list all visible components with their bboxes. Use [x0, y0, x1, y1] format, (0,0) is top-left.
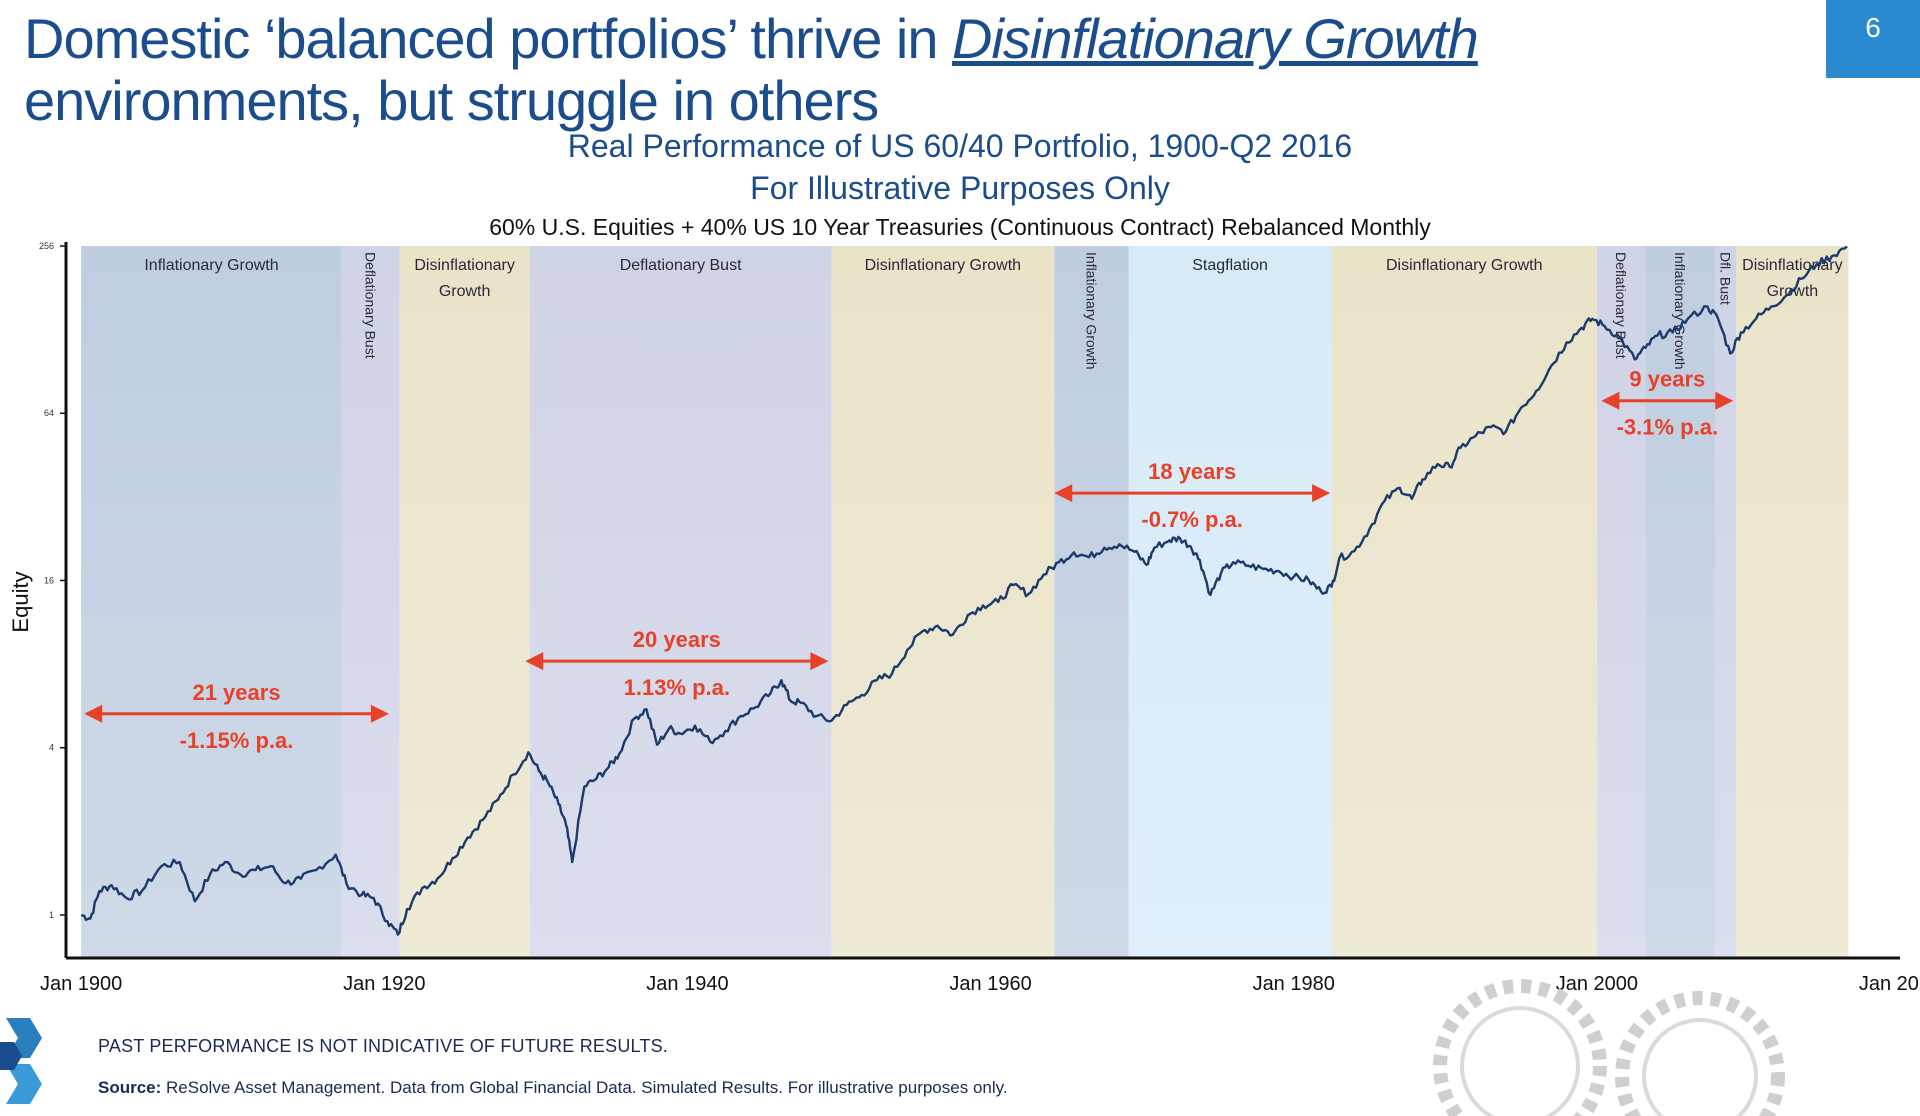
y-tick-label-4: 256 [39, 241, 54, 251]
page-number-badge: 6 [1826, 0, 1920, 78]
regime-label-6: Stagflation [1192, 257, 1268, 274]
annotation-arrowhead-right-1 [810, 652, 829, 671]
x-tick-label-1: Jan 1920 [343, 973, 425, 995]
annotation-duration-3: 9 years [1629, 367, 1705, 392]
title-highlight: Disinflationary Growth [952, 7, 1479, 70]
regime-label-0: Inflationary Growth [144, 257, 278, 274]
source-note: Source: ReSolve Asset Management. Data f… [98, 1078, 1008, 1098]
regime-label-1: Deflationary Bust [363, 252, 379, 359]
slide-title: Domestic ‘balanced portfolios’ thrive in… [24, 8, 1784, 132]
annotation-duration-2: 18 years [1148, 459, 1236, 484]
series-line-0 [80, 245, 1848, 936]
regime-label-11-line-0: Disinflationary [1742, 257, 1842, 274]
annotation-arrowhead-left-1 [525, 652, 544, 671]
y-tick-label-1: 4 [49, 743, 54, 753]
annotation-arrowhead-left-3 [1601, 391, 1620, 410]
company-logo [0, 1018, 42, 1104]
regime-label-3: Deflationary Bust [620, 257, 742, 274]
chart-title: 60% U.S. Equities + 40% US 10 Year Treas… [489, 214, 1431, 240]
x-tick-label-0: Jan 1900 [40, 973, 122, 995]
performance-chart: Inflationary Growth Deflationary Bust Disi… [8, 241, 1920, 995]
annotation-3: 9 years -3.1% p.a. [1601, 367, 1734, 440]
band-fade-overlay [66, 246, 1900, 958]
regime-label-9: Inflationary Growth [1672, 252, 1688, 370]
y-axis-label: Equity [8, 571, 33, 632]
annotation-return-2: -0.7% p.a. [1141, 507, 1242, 532]
annotation-return-3: -3.1% p.a. [1617, 415, 1718, 440]
annotation-return-1: 1.13% p.a. [624, 675, 730, 700]
y-tick-label-3: 64 [44, 408, 54, 418]
annotation-arrowhead-left-2 [1054, 484, 1073, 503]
annotation-1: 20 years 1.13% p.a. [525, 627, 829, 700]
regime-label-5: Inflationary Growth [1083, 252, 1099, 370]
x-tick-label-6: Jan 2020 [1859, 973, 1920, 995]
title-line1-prefix: Domestic ‘balanced portfolios’ thrive in [24, 7, 953, 70]
source-label: Source: [98, 1078, 162, 1097]
regime-label-10: Dfl. Bust [1718, 252, 1734, 305]
annotation-return-0: -1.15% p.a. [180, 728, 294, 753]
annotation-2: 18 years -0.7% p.a. [1054, 459, 1331, 532]
regime-label-4: Disinflationary Growth [865, 257, 1022, 274]
gears-decoration [1433, 979, 1785, 1116]
title-line2: environments, but struggle in others [24, 69, 879, 132]
x-tick-label-5: Jan 2000 [1556, 973, 1638, 995]
x-tick-label-4: Jan 1980 [1253, 973, 1335, 995]
past-performance-disclaimer: PAST PERFORMANCE IS NOT INDICATIVE OF FU… [98, 1036, 668, 1056]
regime-label-11-line-1: Growth [1767, 283, 1819, 300]
illustrative-note: For Illustrative Purposes Only [750, 170, 1170, 206]
regime-label-7: Disinflationary Growth [1386, 257, 1543, 274]
annotation-arrowhead-right-0 [370, 704, 389, 723]
annotation-duration-0: 21 years [192, 680, 280, 705]
regime-label-2-line-1: Growth [439, 283, 491, 300]
regime-label-2-line-0: Disinflationary [414, 257, 514, 274]
y-tick-label-2: 16 [44, 575, 54, 585]
annotation-arrowhead-left-0 [84, 704, 103, 723]
x-tick-label-3: Jan 1960 [949, 973, 1031, 995]
regime-label-8: Deflationary Bust [1613, 252, 1629, 359]
y-tick-label-0: 1 [49, 910, 54, 920]
x-tick-label-2: Jan 1940 [646, 973, 728, 995]
annotation-duration-1: 20 years [633, 627, 721, 652]
source-text: ReSolve Asset Management. Data from Glob… [161, 1078, 1008, 1097]
annotation-arrowhead-right-3 [1715, 391, 1734, 410]
annotation-arrowhead-right-2 [1312, 484, 1331, 503]
chart-subtitle: Real Performance of US 60/40 Portfolio, … [567, 128, 1353, 164]
annotation-0: 21 years -1.15% p.a. [84, 680, 389, 753]
